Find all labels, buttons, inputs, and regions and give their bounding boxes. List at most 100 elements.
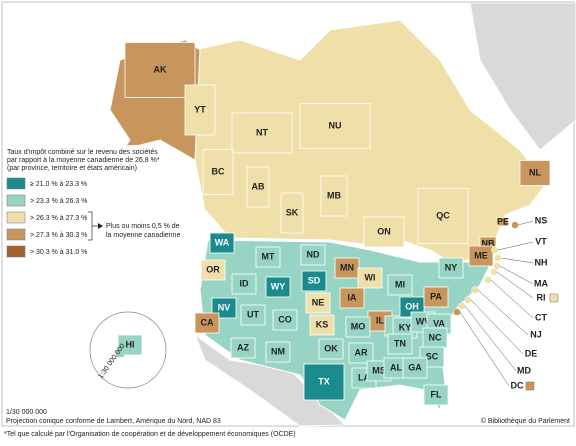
leader-line bbox=[497, 241, 534, 251]
region-shape bbox=[305, 292, 331, 314]
legend-swatch bbox=[6, 228, 26, 241]
region-label: MI bbox=[395, 279, 405, 289]
legend-label: > 26.3 % à 27.3 % bbox=[30, 215, 87, 222]
leader-line bbox=[464, 305, 517, 372]
region-label: TN bbox=[394, 338, 406, 348]
region-label: NB bbox=[482, 238, 495, 248]
leader-line bbox=[477, 289, 529, 336]
projection: Projection conique conforme de Lambert, … bbox=[6, 418, 221, 425]
region-shape bbox=[423, 384, 449, 406]
legend-label: > 23.3 % à 26.3 % bbox=[30, 198, 87, 205]
region-shape bbox=[363, 216, 405, 248]
region-shape bbox=[491, 246, 499, 254]
region-shape bbox=[202, 149, 234, 195]
region-label: QC bbox=[436, 210, 450, 220]
region-shape bbox=[453, 308, 461, 316]
region-label: MT bbox=[262, 251, 275, 261]
region-label: IL bbox=[376, 315, 385, 325]
region-shape bbox=[184, 84, 216, 136]
region-label: WV bbox=[416, 316, 431, 326]
leader-line bbox=[499, 265, 534, 285]
region-label: NY bbox=[445, 262, 458, 272]
region-shape bbox=[339, 287, 365, 309]
region-shape bbox=[272, 309, 298, 331]
region-shape bbox=[300, 244, 326, 266]
region-label: GA bbox=[408, 362, 422, 372]
region-shape bbox=[464, 296, 472, 304]
region-shape bbox=[511, 221, 519, 229]
region-label: ME bbox=[474, 250, 488, 260]
region-label: KS bbox=[316, 319, 329, 329]
region-shape bbox=[265, 276, 291, 298]
region-shape bbox=[280, 192, 304, 234]
greenland bbox=[469, 2, 576, 151]
legend-title: Taux d'impôt combiné sur le revenu des s… bbox=[7, 149, 158, 156]
region-shape bbox=[299, 103, 371, 149]
legend-swatch bbox=[6, 177, 26, 190]
region-label: YT bbox=[194, 104, 206, 114]
region-label: NJ bbox=[530, 329, 542, 339]
region-label: ND bbox=[307, 249, 320, 259]
region-label: LA bbox=[358, 372, 370, 382]
region-label: NC bbox=[429, 332, 442, 342]
region-label: CT bbox=[535, 312, 547, 322]
region-shape bbox=[357, 267, 383, 289]
region-shape bbox=[484, 276, 492, 284]
region-shape bbox=[458, 302, 466, 310]
region-label: UT bbox=[247, 309, 259, 319]
scale: 1/30 000 000 bbox=[6, 409, 47, 416]
region-label: VA bbox=[433, 318, 445, 328]
region-label: MA bbox=[534, 278, 548, 288]
credit: © Bibliothèque du Parlement bbox=[481, 417, 570, 425]
region-label: SD bbox=[308, 275, 321, 285]
region-shape bbox=[402, 357, 428, 379]
region-shape bbox=[438, 257, 464, 279]
region-shape bbox=[255, 246, 281, 268]
legend-label: > 27.3 % à 30.3 % bbox=[30, 232, 87, 239]
legend-note: la moyenne canadienne bbox=[106, 232, 180, 239]
region-label: AZ bbox=[237, 342, 249, 352]
region-shape bbox=[200, 259, 226, 281]
region-label: DE bbox=[525, 348, 538, 358]
region-label: CA bbox=[201, 317, 214, 327]
regions: AK YT NT NU BC AB SK MB ON QC NL PE NB WA OR MT ND MN WI MI… bbox=[116, 42, 559, 406]
region-shape bbox=[301, 270, 327, 292]
region-shape bbox=[309, 314, 335, 336]
region-label: NH bbox=[535, 257, 548, 267]
legend-label: ≥ 21.0 % à 23.3 % bbox=[30, 181, 87, 188]
footnote: *Tel que calculé par l'Organisation de c… bbox=[4, 431, 296, 438]
region-label: HI bbox=[126, 339, 135, 349]
region-label: AL bbox=[390, 362, 402, 372]
region-label: KY bbox=[399, 322, 412, 332]
leader-line bbox=[517, 220, 534, 226]
region-label: NS bbox=[535, 215, 548, 225]
region-label: FL bbox=[431, 389, 442, 399]
region-label: WY bbox=[271, 281, 286, 291]
region-swatch bbox=[525, 381, 535, 391]
legend-title: par rapport à la moyenne canadienne de 2… bbox=[7, 157, 160, 164]
region-label: OR bbox=[206, 264, 220, 274]
region-shape bbox=[265, 341, 291, 363]
legend-arrow bbox=[98, 223, 103, 229]
region-label: MN bbox=[340, 262, 354, 272]
region-label: NV bbox=[218, 302, 231, 312]
region-shape bbox=[387, 333, 413, 355]
region-label: VT bbox=[535, 236, 547, 246]
region-label: SC bbox=[426, 351, 439, 361]
region-shape bbox=[230, 337, 256, 359]
region-label: RI bbox=[537, 292, 546, 302]
region-label: NE bbox=[312, 297, 325, 307]
region-label: OK bbox=[324, 343, 338, 353]
region-shape bbox=[246, 166, 270, 208]
frame bbox=[1, 1, 575, 427]
region-shape bbox=[231, 112, 293, 154]
legend-note: Plus ou moins 0,5 % de bbox=[106, 223, 180, 230]
region-shape bbox=[497, 217, 509, 227]
region-label: NM bbox=[271, 346, 285, 356]
region-label: WA bbox=[215, 237, 230, 247]
region-shape bbox=[124, 42, 196, 98]
region-shape bbox=[417, 188, 469, 244]
region-label: TX bbox=[318, 376, 330, 386]
region-label: WI bbox=[365, 272, 376, 282]
